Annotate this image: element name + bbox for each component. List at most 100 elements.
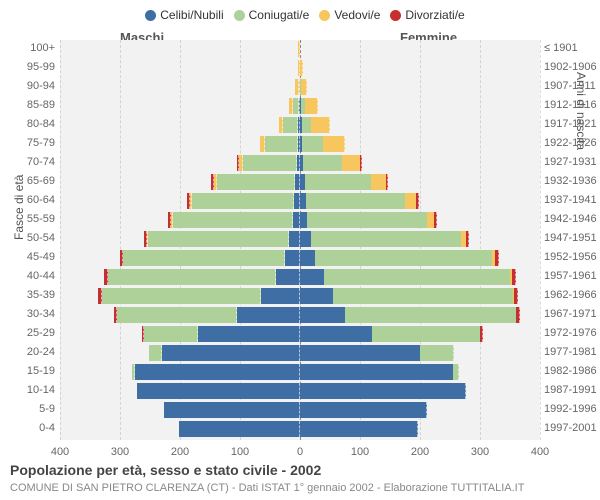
bar-segment-male [98, 288, 102, 304]
bar-segment-female [516, 307, 520, 323]
age-label: 45-49 [0, 251, 55, 263]
bar-segment-male [284, 250, 300, 266]
pyramid-row: 40-441957-1961 [60, 268, 540, 287]
age-label: 30-34 [0, 308, 55, 320]
pyramid-row: 0-41997-2001 [60, 420, 540, 439]
age-label: 55-59 [0, 213, 55, 225]
bar-segment-male [211, 174, 214, 190]
bar-segment-female [416, 193, 419, 209]
legend-swatch [234, 10, 245, 21]
bar-segment-male [197, 326, 300, 342]
bar-segment-male [298, 41, 300, 57]
bar-segment-male [114, 307, 117, 323]
birth-year-label: 1977-1981 [544, 346, 600, 358]
bar-segment-female [300, 250, 316, 266]
pyramid-row: 100+≤ 1901 [60, 40, 540, 59]
bar-segment-female [311, 231, 462, 247]
x-tick-label: 0 [297, 446, 303, 458]
age-label: 75-79 [0, 137, 55, 149]
chart-title: Popolazione per età, sesso e stato civil… [10, 462, 321, 478]
x-tick-label: 300 [111, 446, 129, 458]
bar-segment-female [420, 345, 454, 361]
bar-segment-female [306, 193, 406, 209]
population-pyramid-chart: Celibi/NubiliConiugati/eVedovi/eDivorzia… [0, 0, 600, 500]
legend-label: Coniugati/e [249, 8, 310, 22]
age-label: 50-54 [0, 232, 55, 244]
birth-year-label: 1907-1911 [544, 80, 600, 92]
bar-segment-male [289, 98, 293, 114]
legend-swatch [319, 10, 330, 21]
bar-segment-female [303, 155, 343, 171]
pyramid-row: 85-891912-1916 [60, 97, 540, 116]
bar-segment-male [101, 288, 261, 304]
age-label: 35-39 [0, 289, 55, 301]
bar-segment-female [512, 269, 516, 285]
pyramid-row: 45-491952-1956 [60, 249, 540, 268]
bar-segment-male [260, 136, 265, 152]
pyramid-row: 75-791922-1926 [60, 135, 540, 154]
bar-segment-male [149, 345, 162, 361]
x-tick-label: 100 [351, 446, 369, 458]
bar-segment-female [434, 212, 437, 228]
bar-segment-female [480, 326, 483, 342]
chart-subtitle: COMUNE DI SAN PIETRO CLARENZA (CT) - Dat… [10, 482, 524, 494]
pyramid-row: 80-841917-1921 [60, 116, 540, 135]
x-tick-label: 400 [531, 446, 549, 458]
legend-swatch [390, 10, 401, 21]
pyramid-row: 25-291972-1976 [60, 325, 540, 344]
bar-segment-male [282, 117, 298, 133]
bar-segment-male [288, 231, 300, 247]
bar-segment-male [144, 231, 147, 247]
bar-segment-female [372, 326, 481, 342]
age-label: 100+ [0, 42, 55, 54]
age-label: 20-24 [0, 346, 55, 358]
age-label: 80-84 [0, 118, 55, 130]
bar-segment-female [386, 174, 388, 190]
bar-segment-male [107, 269, 276, 285]
bar-segment-female [514, 288, 518, 304]
bar-segment-male [161, 345, 300, 361]
birth-year-label: 1997-2001 [544, 422, 600, 434]
bar-segment-female [315, 250, 493, 266]
bar-segment-female [301, 79, 307, 95]
bar-segment-male [137, 383, 300, 399]
bar-segment-female [300, 288, 334, 304]
age-label: 5-9 [0, 403, 55, 415]
birth-year-label: 1972-1976 [544, 327, 600, 339]
pyramid-row: 20-241977-1981 [60, 344, 540, 363]
birth-year-label: 1927-1931 [544, 156, 600, 168]
birth-year-label: 1922-1926 [544, 137, 600, 149]
bar-segment-male [187, 193, 190, 209]
pyramid-row: 55-591942-1946 [60, 211, 540, 230]
legend-label: Divorziati/e [405, 8, 464, 22]
pyramid-row: 50-541947-1951 [60, 230, 540, 249]
bar-segment-male [242, 155, 297, 171]
age-label: 0-4 [0, 422, 55, 434]
bar-segment-female [300, 60, 303, 76]
pyramid-row: 70-741927-1931 [60, 154, 540, 173]
bar-segment-male [237, 155, 240, 171]
bar-segment-male [295, 79, 298, 95]
pyramid-row: 30-341967-1971 [60, 306, 540, 325]
birth-year-label: 1902-1906 [544, 61, 600, 73]
age-label: 60-64 [0, 194, 55, 206]
bar-segment-male [236, 307, 300, 323]
birth-year-label: 1932-1936 [544, 175, 600, 187]
pyramid-row: 95-991902-1906 [60, 59, 540, 78]
age-label: 90-94 [0, 80, 55, 92]
x-gridline [540, 40, 541, 440]
pyramid-row: 10-141987-1991 [60, 382, 540, 401]
birth-year-label: 1937-1941 [544, 194, 600, 206]
bar-segment-male [104, 269, 108, 285]
bar-segment-male [120, 250, 123, 266]
bar-segment-male [292, 98, 299, 114]
birth-year-label: 1962-1966 [544, 289, 600, 301]
bar-segment-female [360, 155, 362, 171]
bar-segment-male [143, 326, 198, 342]
bar-segment-male [275, 269, 300, 285]
age-label: 15-19 [0, 365, 55, 377]
bar-segment-female [305, 98, 318, 114]
bar-segment-male [293, 193, 300, 209]
pyramid-row: 65-691932-1936 [60, 173, 540, 192]
age-label: 95-99 [0, 61, 55, 73]
